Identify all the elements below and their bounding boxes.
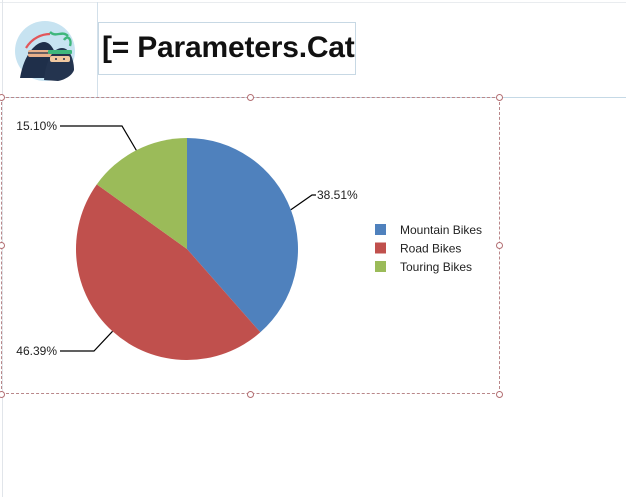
parameter-textbox[interactable]: [= Parameters.Cat	[98, 22, 356, 75]
resize-handle-top-middle[interactable]	[247, 94, 254, 101]
pie-slice-touring-bikes	[96, 138, 187, 249]
data-label-touring-bikes: 15.10%	[16, 119, 57, 133]
legend-swatch-road-bikes	[375, 242, 386, 254]
leader-line-touring-bikes	[60, 125, 137, 151]
legend-swatch-mountain-bikes	[375, 224, 386, 235]
resize-handle-bottom-right[interactable]	[496, 391, 503, 398]
parameter-expression-text: [= Parameters.Cat	[102, 31, 355, 64]
canvas-top-edge	[0, 2, 626, 3]
resize-handle-middle-left[interactable]	[0, 242, 5, 249]
legend-swatch-touring-bikes	[375, 261, 386, 272]
resize-handle-bottom-middle[interactable]	[247, 391, 254, 398]
resize-handle-top-right[interactable]	[496, 94, 503, 101]
resize-handle-middle-right[interactable]	[496, 242, 503, 249]
resize-handle-top-left[interactable]	[0, 94, 5, 101]
data-label-mountain-bikes: 38.51%	[317, 188, 358, 202]
leader-line-mountain-bikes	[290, 194, 316, 211]
legend-label-touring-bikes: Touring Bikes	[400, 260, 472, 274]
ninja-avatar-icon[interactable]	[14, 20, 76, 82]
legend-label-road-bikes: Road Bikes	[400, 242, 461, 256]
legend-label-mountain-bikes: Mountain Bikes	[400, 223, 482, 237]
pie-slice-road-bikes	[75, 184, 261, 361]
data-label-road-bikes: 46.39%	[16, 344, 57, 358]
header-divider	[97, 2, 98, 97]
leader-line-road-bikes	[60, 330, 113, 352]
pie-slice-mountain-bikes	[187, 138, 299, 333]
resize-handle-bottom-left[interactable]	[0, 391, 5, 398]
